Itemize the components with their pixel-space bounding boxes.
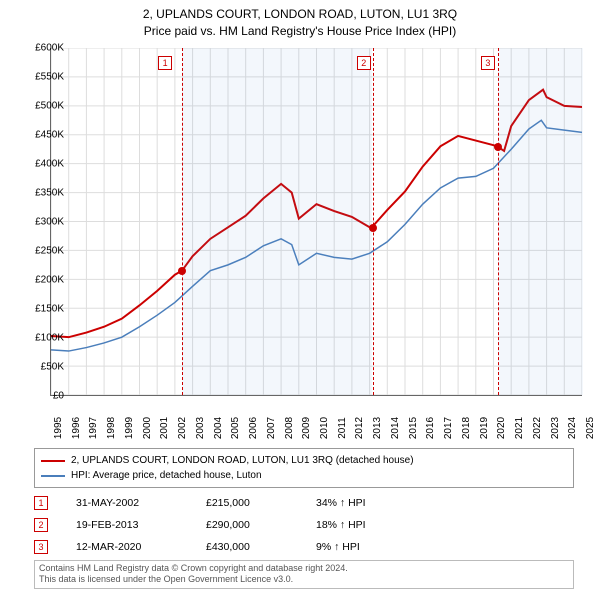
x-tick-label: 2011 — [337, 417, 348, 439]
sale-marker-vline — [373, 48, 374, 395]
y-tick-label: £550K — [18, 72, 64, 83]
x-tick-label: 1996 — [71, 417, 82, 439]
legend-swatch-hpi — [41, 475, 65, 477]
y-tick-label: £350K — [18, 188, 64, 199]
legend-box: 2, UPLANDS COURT, LONDON ROAD, LUTON, LU… — [34, 448, 574, 488]
sales-row-2: 2 19-FEB-2013 £290,000 18% ↑ HPI — [34, 514, 426, 536]
chart-container: 2, UPLANDS COURT, LONDON ROAD, LUTON, LU… — [0, 0, 600, 590]
sales-marker-1: 1 — [34, 496, 48, 510]
sale-marker-dot — [369, 224, 377, 232]
legend-swatch-subject — [41, 460, 65, 462]
y-tick-label: £400K — [18, 159, 64, 170]
x-tick-label: 2012 — [354, 417, 365, 439]
x-tick-label: 1997 — [88, 417, 99, 439]
sales-pct-3: 9% ↑ HPI — [316, 541, 426, 553]
y-tick-label: £0 — [18, 391, 64, 402]
x-tick-label: 2001 — [159, 417, 170, 439]
title-address: 2, UPLANDS COURT, LONDON ROAD, LUTON, LU… — [0, 6, 600, 23]
x-tick-label: 2013 — [372, 417, 383, 439]
sales-row-1: 1 31-MAY-2002 £215,000 34% ↑ HPI — [34, 492, 426, 514]
y-tick-label: £300K — [18, 217, 64, 228]
sale-marker-dot — [178, 267, 186, 275]
y-tick-label: £200K — [18, 275, 64, 286]
sale-marker-box: 3 — [481, 56, 495, 70]
x-tick-label: 2023 — [550, 417, 561, 439]
x-tick-label: 1995 — [53, 417, 64, 439]
x-tick-label: 2005 — [230, 417, 241, 439]
sales-row-3: 3 12-MAR-2020 £430,000 9% ↑ HPI — [34, 536, 426, 558]
x-tick-label: 2017 — [443, 417, 454, 439]
sales-pct-1: 34% ↑ HPI — [316, 497, 426, 509]
x-tick-label: 2018 — [461, 417, 472, 439]
y-tick-label: £50K — [18, 362, 64, 373]
sale-marker-dot — [494, 143, 502, 151]
x-tick-label: 2009 — [301, 417, 312, 439]
sale-marker-box: 2 — [357, 56, 371, 70]
x-tick-label: 2021 — [514, 417, 525, 439]
x-tick-label: 2019 — [479, 417, 490, 439]
x-tick-label: 2025 — [585, 417, 596, 439]
sales-date-2: 19-FEB-2013 — [76, 519, 206, 531]
x-tick-label: 2024 — [567, 417, 578, 439]
x-tick-label: 2016 — [425, 417, 436, 439]
title-subtitle: Price paid vs. HM Land Registry's House … — [0, 23, 600, 40]
y-tick-label: £600K — [18, 43, 64, 54]
x-tick-label: 2007 — [266, 417, 277, 439]
x-tick-label: 2002 — [177, 417, 188, 439]
legend-row-subject: 2, UPLANDS COURT, LONDON ROAD, LUTON, LU… — [41, 453, 567, 468]
footer-line1: Contains HM Land Registry data © Crown c… — [39, 563, 569, 574]
x-tick-label: 2003 — [195, 417, 206, 439]
x-tick-label: 2008 — [284, 417, 295, 439]
x-tick-label: 2022 — [532, 417, 543, 439]
x-tick-label: 2004 — [213, 417, 224, 439]
sales-marker-3: 3 — [34, 540, 48, 554]
sale-marker-box: 1 — [158, 56, 172, 70]
shade-period — [182, 48, 372, 395]
title-block: 2, UPLANDS COURT, LONDON ROAD, LUTON, LU… — [0, 0, 600, 40]
x-tick-label: 2000 — [142, 417, 153, 439]
shade-period — [498, 48, 583, 395]
sales-marker-2: 2 — [34, 518, 48, 532]
x-tick-label: 2010 — [319, 417, 330, 439]
x-tick-label: 1998 — [106, 417, 117, 439]
footer-note: Contains HM Land Registry data © Crown c… — [34, 560, 574, 589]
legend-row-hpi: HPI: Average price, detached house, Luto… — [41, 468, 567, 483]
y-tick-label: £100K — [18, 333, 64, 344]
x-tick-label: 2020 — [496, 417, 507, 439]
sales-date-3: 12-MAR-2020 — [76, 541, 206, 553]
y-tick-label: £250K — [18, 246, 64, 257]
x-tick-label: 2006 — [248, 417, 259, 439]
sales-price-3: £430,000 — [206, 541, 316, 553]
footer-line2: This data is licensed under the Open Gov… — [39, 574, 569, 585]
x-tick-label: 1999 — [124, 417, 135, 439]
legend-label-subject: 2, UPLANDS COURT, LONDON ROAD, LUTON, LU… — [71, 453, 414, 468]
legend-label-hpi: HPI: Average price, detached house, Luto… — [71, 468, 262, 483]
sales-price-2: £290,000 — [206, 519, 316, 531]
x-tick-label: 2014 — [390, 417, 401, 439]
sales-pct-2: 18% ↑ HPI — [316, 519, 426, 531]
y-tick-label: £450K — [18, 130, 64, 141]
sale-marker-vline — [182, 48, 183, 395]
chart-plot-area — [50, 48, 582, 396]
y-tick-label: £500K — [18, 101, 64, 112]
sale-marker-vline — [498, 48, 499, 395]
sales-table: 1 31-MAY-2002 £215,000 34% ↑ HPI 2 19-FE… — [34, 492, 426, 558]
y-tick-label: £150K — [18, 304, 64, 315]
x-tick-label: 2015 — [408, 417, 419, 439]
sales-price-1: £215,000 — [206, 497, 316, 509]
sales-date-1: 31-MAY-2002 — [76, 497, 206, 509]
